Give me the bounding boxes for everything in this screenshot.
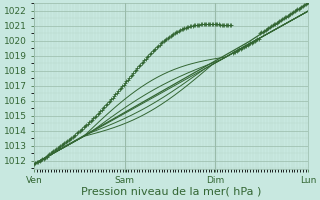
X-axis label: Pression niveau de la mer( hPa ): Pression niveau de la mer( hPa ) (81, 187, 261, 197)
